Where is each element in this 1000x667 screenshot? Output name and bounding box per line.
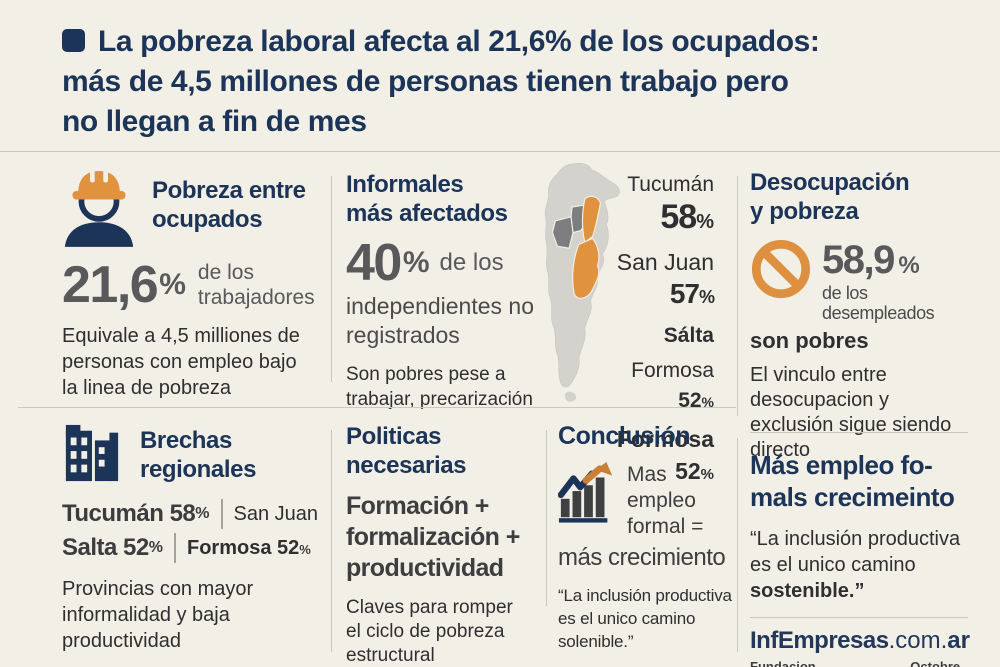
- stat-desocupacion: 58,9 %: [822, 238, 970, 282]
- stat-informales: 40 % de los: [346, 236, 544, 290]
- divider-panel8-top: [750, 432, 968, 433]
- conclusion-quote: “La inclusión productiva es el unico cam…: [558, 586, 732, 651]
- percent-sign: %: [159, 268, 186, 301]
- stat-number: 58,9: [822, 238, 895, 282]
- conclusion-equation: más crecimiento: [558, 544, 726, 571]
- divider-middle: [18, 407, 736, 408]
- percent-sign: %: [148, 539, 163, 556]
- percent-sign: %: [299, 541, 311, 557]
- mas-empleo-quote: “La inclusión productiva es el unico cam…: [750, 528, 961, 602]
- percent-sign: %: [898, 252, 920, 279]
- separator-bar: [173, 533, 176, 563]
- buildings-icon: [62, 424, 122, 487]
- source-text: Fundacion Meditersanca - TERAL: [750, 659, 816, 667]
- panel-pobreza-ocupados: Pobreza entre ocupados 21,6 % de los tra…: [62, 168, 326, 401]
- percent-sign: %: [700, 466, 714, 483]
- panel-desocupacion: Desocupación y pobreza 58,9 % de los des…: [750, 168, 970, 463]
- map-label-formosa-1: Formosa 52%: [631, 359, 714, 412]
- stat-label: de los: [439, 249, 504, 276]
- percent-sign: %: [696, 211, 714, 233]
- map-value-tucuman: 58%: [660, 198, 714, 236]
- divider-vertical-5: [737, 438, 738, 652]
- panel-title: Más empleo fo- mals crecimeinto: [750, 450, 955, 512]
- percent-sign: %: [701, 394, 714, 410]
- worker-hardhat-icon: [62, 168, 136, 253]
- bullet-square-icon: [62, 29, 85, 52]
- headline-text-1: La pobreza laboral afecta al 21,6% de lo…: [98, 25, 820, 58]
- growth-chart-icon: [557, 462, 618, 529]
- panel-title: Brechas regionales: [140, 427, 257, 483]
- panel-description: Equivale a 4,5 milliones de personas con…: [62, 325, 300, 399]
- map-region-orange-2: [572, 237, 600, 299]
- map-label-salta: Sálta: [663, 324, 714, 347]
- divider-vertical-1: [331, 176, 332, 382]
- divider-vertical-4: [546, 430, 547, 606]
- panel-description: Son pobres pese a trabajar, precarizació…: [346, 364, 533, 410]
- map-region-orange-1: [581, 195, 602, 244]
- map-labels: Tucumán 58% San Juan 57% Sálta Formosa 5…: [592, 172, 715, 491]
- argentina-map: [520, 160, 628, 410]
- divider-panel8-bottom: [750, 617, 968, 618]
- headline-line-1: La pobreza laboral afecta al 21,6% de lo…: [62, 22, 977, 62]
- panel-title: Pobreza entre ocupados: [152, 177, 306, 233]
- separator-bar: [220, 499, 223, 529]
- brechas-row-2: Salta 52% Formosa 52%: [62, 533, 311, 563]
- map-value-sanjuan: 57%: [669, 278, 715, 309]
- panel-description: El vinculo entre desocupacion y exclusió…: [750, 364, 952, 461]
- map-label-formosa-2: Formosa 52%: [616, 426, 714, 484]
- stat-label: de los desempleados: [822, 283, 935, 323]
- divider-vertical-3: [331, 430, 332, 652]
- stat-pobreza: 21,6 % de los trabajadores: [62, 257, 326, 313]
- date-text: Octobre 2025: [910, 659, 961, 667]
- panel-politicas: Politicas necesarias Formación + formali…: [346, 422, 538, 667]
- stat-number: 40: [346, 234, 402, 292]
- prohibition-icon: [750, 238, 812, 305]
- panel-title: Conclusión: [558, 422, 691, 450]
- panel-title: Politicas necesarias: [346, 423, 467, 479]
- brand-logo: InfEmpresas .com. ar: [750, 627, 970, 654]
- stat-sublabel: independientes no registrados: [346, 293, 534, 348]
- panel-description: Claves para romper el ciclo de pobreza e…: [346, 597, 513, 666]
- map-tierra-del-fuego: [564, 391, 577, 402]
- panel-mas-empleo: Más empleo fo- mals crecimeinto “La incl…: [750, 424, 970, 667]
- politicas-statement: Formación + formalización + productivida…: [346, 492, 520, 582]
- panel-brechas: Brechas regionales Tucumán 58% San Juan …: [62, 424, 332, 654]
- source-line: Fundacion Meditersanca - TERAL Octobre 2…: [750, 659, 968, 667]
- panel-conclusion: Conclusión Mas empleo formal = más creci…: [557, 422, 734, 653]
- panel-description: Provincias con mayor informalidad y baja…: [62, 578, 254, 652]
- stat-label: de los trabajadores: [197, 261, 315, 309]
- panel-informales: Informales más afectados 40 % de los ind…: [346, 170, 544, 412]
- divider-vertical-2: [737, 176, 738, 416]
- brand-name: InfEmpresas: [750, 627, 889, 654]
- stat-sublabel: son pobres: [750, 328, 869, 353]
- conclusion-icon-label: Mas empleo formal =: [627, 463, 704, 538]
- headline-text-2: más de 4,5 millones de personas tienen t…: [62, 65, 789, 98]
- headline: La pobreza laboral afecta al 21,6% de lo…: [62, 22, 977, 142]
- percent-sign: %: [698, 287, 715, 307]
- stat-number: 21,6: [62, 256, 159, 314]
- map-label-sanjuan: San Juan: [616, 249, 714, 275]
- percent-sign: %: [195, 505, 210, 522]
- panel-title: Informales más afectados: [346, 171, 508, 227]
- brechas-stats: Tucumán 58% San Juan Salta 52% Formosa 5…: [62, 499, 332, 563]
- map-label-tucuman: Tucumán: [627, 173, 714, 196]
- panel-title: Desocupación y pobreza: [750, 169, 910, 225]
- percent-sign: %: [402, 246, 430, 279]
- divider-top: [0, 151, 1000, 152]
- headline-text-3: no llegan a fin de mes: [62, 105, 367, 138]
- brechas-row-1: Tucumán 58% San Juan: [62, 499, 319, 529]
